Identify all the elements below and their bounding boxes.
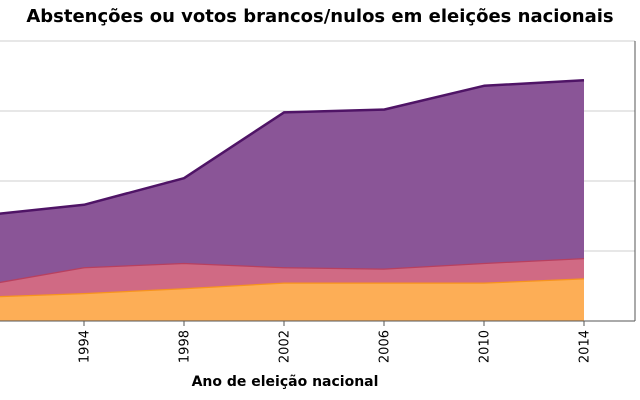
x-tick-label-1998: 1998 xyxy=(178,330,193,363)
x-tick-label-2006: 2006 xyxy=(378,330,393,363)
x-axis-ticks: 1994 1998 2002 2006 2010 2014 xyxy=(78,321,593,363)
area-series-2 xyxy=(0,258,584,296)
area-series xyxy=(0,78,585,321)
x-tick-label-2002: 2002 xyxy=(278,330,293,363)
area-series-3 xyxy=(0,80,584,282)
x-tick-label-1994: 1994 xyxy=(78,330,93,363)
x-tick-label-2010: 2010 xyxy=(478,330,493,363)
area-series-1 xyxy=(0,278,584,321)
area-series-3-line xyxy=(0,78,585,215)
x-tick-label-2014: 2014 xyxy=(578,330,593,363)
x-axis-label: Ano de eleição nacional xyxy=(192,374,379,390)
chart-title: Abstenções ou votos brancos/nulos em ele… xyxy=(26,6,613,27)
